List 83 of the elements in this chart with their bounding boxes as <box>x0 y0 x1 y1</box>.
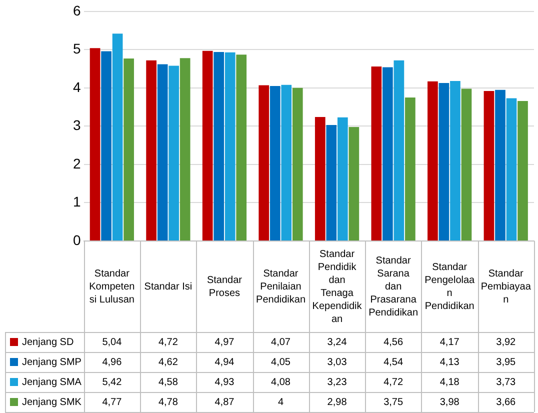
data-label: 4,18 <box>440 376 460 388</box>
bar <box>428 81 438 240</box>
bar <box>112 34 123 240</box>
data-label: 4,13 <box>440 356 460 368</box>
legend-label: Jenjang SMK <box>22 396 82 408</box>
bar <box>450 81 460 240</box>
data-label: 4,56 <box>384 336 404 348</box>
bar <box>180 58 190 240</box>
y-tick-label: 4 <box>72 78 81 95</box>
data-label: 4,94 <box>214 356 235 368</box>
data-label: 2,98 <box>327 396 348 408</box>
data-label: 4,77 <box>102 396 122 408</box>
bar <box>371 66 382 240</box>
data-label: 3,92 <box>496 336 516 348</box>
data-label: 4,97 <box>214 336 235 348</box>
bar <box>348 126 360 240</box>
data-label: 4,78 <box>158 396 178 408</box>
data-label: 3,66 <box>496 396 516 408</box>
data-label: 3,23 <box>327 376 348 388</box>
data-label: 4,72 <box>158 336 178 348</box>
bar <box>168 66 180 240</box>
bar <box>146 60 156 240</box>
data-label: 4,05 <box>271 356 291 368</box>
x-tick-label: Standar Pendidik dan Tenaga Kependidikan <box>312 248 363 325</box>
bar <box>506 98 517 240</box>
x-tick-label: Standar Kompetensi Lulusan <box>89 268 135 306</box>
bar <box>314 117 326 240</box>
data-label: 5,42 <box>102 376 122 388</box>
data-label: 3,73 <box>496 376 516 388</box>
bar <box>382 67 393 240</box>
legend-label: Jenjang SMA <box>22 376 82 388</box>
x-tick-label: Standar Proses <box>206 274 243 299</box>
bar <box>405 98 416 240</box>
x-tick-label: Standar Sarana dan Prasarana Pendidikan <box>368 255 418 318</box>
data-label: 3,24 <box>327 336 348 348</box>
bar <box>292 88 303 240</box>
bar <box>495 90 506 240</box>
y-tick-label: 6 <box>72 2 81 18</box>
data-label: 4,58 <box>158 376 178 388</box>
data-label: 4,54 <box>384 356 404 368</box>
bar <box>157 64 168 240</box>
data-label: 5,04 <box>102 336 122 348</box>
bar <box>236 54 247 240</box>
y-tick-label: 1 <box>72 194 81 210</box>
x-tick-label: Standar Isi <box>144 281 192 292</box>
y-tick-label: 5 <box>72 40 81 57</box>
y-tick-label: 3 <box>72 117 81 134</box>
legend-label: Jenjang SD <box>22 336 74 348</box>
data-label: 4,96 <box>102 356 122 368</box>
data-label: 4,72 <box>384 376 404 388</box>
x-tick-label: Standar Pembiayaan <box>480 268 532 306</box>
bar <box>484 90 494 240</box>
y-tick-label: 0 <box>72 232 81 248</box>
bar <box>90 48 100 240</box>
y-tick-label: 2 <box>72 155 81 172</box>
bar <box>281 84 292 240</box>
x-tick-label: Standar Penilaian Pendidikan <box>256 268 306 306</box>
bar <box>101 51 112 240</box>
data-label: 4,07 <box>271 336 291 348</box>
bar <box>214 52 224 240</box>
bar <box>438 82 450 240</box>
bar <box>337 117 348 240</box>
data-label: 3,75 <box>384 396 404 408</box>
bar <box>224 52 236 240</box>
data-label: 4,87 <box>214 396 235 408</box>
data-label: 4,62 <box>158 356 178 368</box>
bar <box>326 125 337 240</box>
bar <box>270 86 280 240</box>
data-label: 4,08 <box>271 376 291 388</box>
bar <box>394 60 404 240</box>
x-tick-label: Standar Pengelolaan Pendidikan <box>424 262 476 312</box>
data-label: 4,17 <box>440 336 460 348</box>
bar <box>202 50 213 240</box>
bar <box>518 100 528 240</box>
data-label: 3,03 <box>327 356 348 368</box>
legend-label: Jenjang SMP <box>22 356 82 368</box>
data-label: 3,98 <box>440 396 460 408</box>
data-label: 4 <box>278 396 284 408</box>
data-label: 3,95 <box>496 356 516 368</box>
bar <box>258 85 270 240</box>
bar <box>461 88 472 240</box>
bar <box>124 58 134 240</box>
data-label: 4,93 <box>214 376 235 388</box>
